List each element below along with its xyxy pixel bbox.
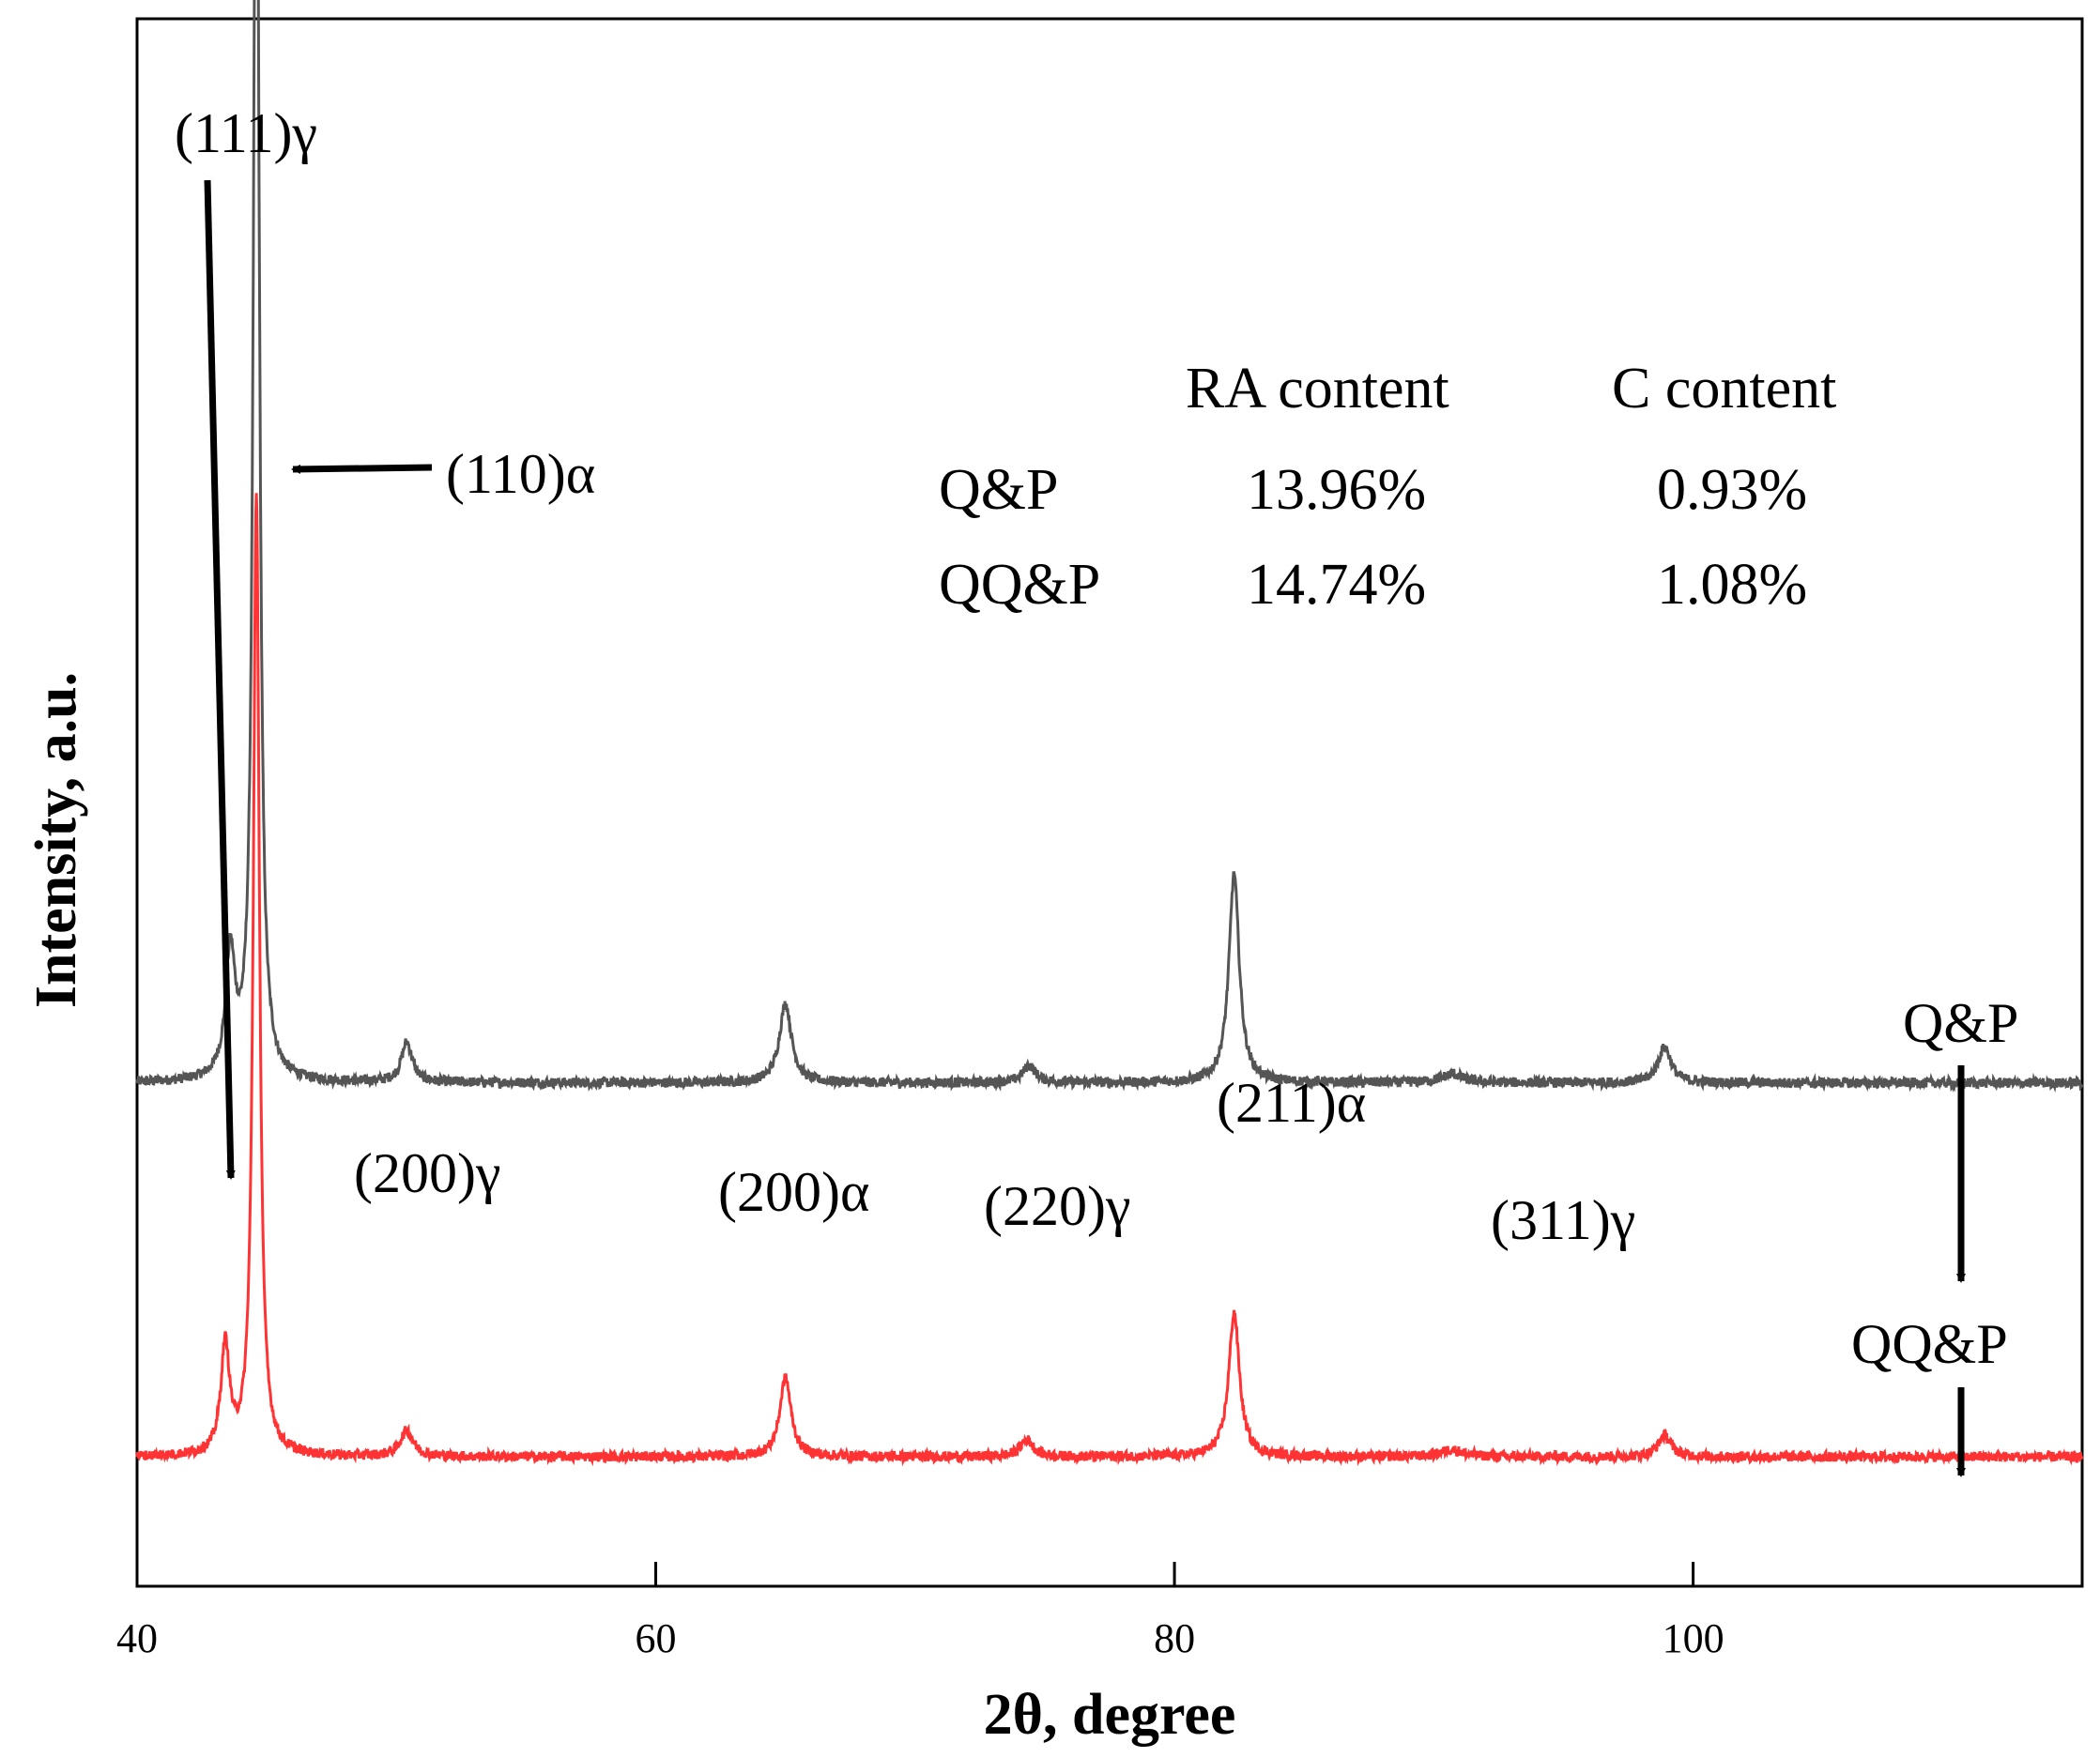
x-tick-label-100: 100 (1663, 1615, 1724, 1661)
x-tick-label-80: 80 (1154, 1615, 1195, 1661)
peak-label-111-gamma: (111)γ (175, 102, 317, 164)
content-table: RA content C content Q&P 13.96% 0.93% QQ… (939, 357, 1836, 617)
series-label-qqp: QQ&P (1851, 1313, 2008, 1375)
table-header-c-content: C content (1612, 357, 1836, 420)
peak-label-200-alpha: (200)α (718, 1161, 869, 1223)
x-axis-label: 2θ, degree (984, 1683, 1236, 1747)
table-row-qp-label: Q&P (939, 458, 1058, 522)
peak-label-110-alpha: (110)α (446, 443, 595, 505)
table-row-qp-c: 0.93% (1657, 458, 1807, 522)
x-tick-label-60: 60 (636, 1615, 677, 1661)
series-line-qp (135, 0, 2084, 1093)
table-row-qqp-ra: 14.74% (1247, 553, 1426, 617)
peak-label-211-alpha: (211)α (1217, 1072, 1366, 1134)
series-label-qp: Q&P (1903, 992, 2018, 1054)
series-line-qqp (135, 493, 2084, 1467)
arrow-110-alpha (291, 464, 433, 474)
table-row-qqp-label: QQ&P (939, 553, 1100, 617)
arrow-111-gamma (204, 179, 236, 1180)
y-axis-label: Intensity, a.u. (24, 672, 88, 1008)
peak-label-220-gamma: (220)γ (984, 1175, 1130, 1237)
peak-label-311-gamma: (311)γ (1491, 1189, 1635, 1251)
x-tick-label-40: 40 (116, 1615, 158, 1661)
table-row-qqp-c: 1.08% (1657, 553, 1807, 617)
x-axis-ticks: 40 60 80 100 (116, 1562, 1724, 1661)
table-header-ra-content: RA content (1186, 357, 1449, 420)
peak-label-200-gamma: (200)γ (354, 1142, 500, 1204)
plot-frame (135, 17, 2084, 1588)
table-row-qp-ra: 13.96% (1247, 458, 1426, 522)
